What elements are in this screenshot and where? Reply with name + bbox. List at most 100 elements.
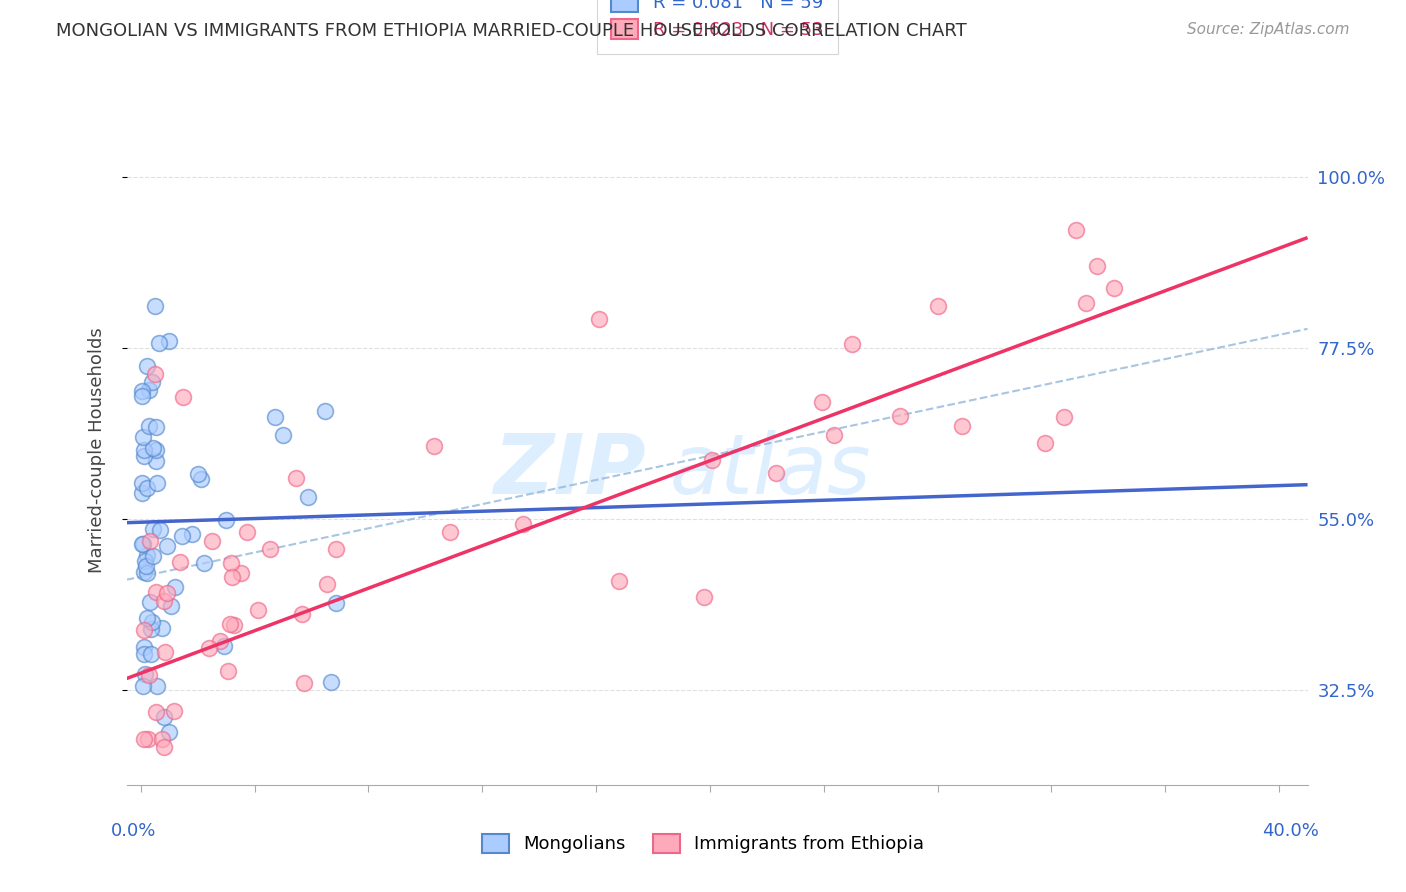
Point [131, 486, 153, 500]
Point [152, 709, 174, 723]
Point [132, 679, 155, 693]
Point [512, 517, 534, 532]
Point [170, 529, 193, 543]
Point [950, 418, 973, 433]
Point [135, 481, 157, 495]
Point [145, 454, 167, 468]
Point [325, 596, 347, 610]
Point [132, 731, 155, 746]
Text: Source: ZipAtlas.com: Source: ZipAtlas.com [1187, 22, 1350, 37]
Point [811, 395, 834, 409]
Point [292, 676, 315, 690]
Point [145, 705, 167, 719]
Point [1087, 259, 1109, 273]
Point [131, 476, 153, 491]
Point [321, 674, 343, 689]
Legend: R = 0.081   N = 59, R = 0.623   N = 53: R = 0.081 N = 59, R = 0.623 N = 53 [596, 0, 838, 54]
Point [150, 621, 173, 635]
Point [271, 427, 294, 442]
Text: MONGOLIAN VS IMMIGRANTS FROM ETHIOPIA MARRIED-COUPLE HOUSEHOLDS CORRELATION CHAR: MONGOLIAN VS IMMIGRANTS FROM ETHIOPIA MA… [56, 22, 967, 40]
Point [180, 527, 202, 541]
Point [316, 577, 339, 591]
Point [325, 541, 347, 556]
Point [131, 537, 153, 551]
Point [139, 647, 162, 661]
Point [765, 467, 787, 481]
Point [141, 375, 163, 389]
Point [692, 590, 714, 604]
Point [136, 359, 159, 374]
Point [927, 299, 949, 313]
Point [138, 419, 160, 434]
Point [142, 549, 165, 564]
Point [153, 594, 176, 608]
Point [222, 618, 245, 632]
Point [139, 533, 162, 548]
Y-axis label: Married-couple Households: Married-couple Households [87, 327, 105, 574]
Point [152, 739, 174, 754]
Point [156, 586, 179, 600]
Point [889, 409, 911, 423]
Point [1102, 281, 1125, 295]
Point [134, 553, 156, 567]
Point [135, 548, 157, 562]
Point [136, 732, 159, 747]
Point [169, 555, 191, 569]
Point [134, 667, 156, 681]
Point [1033, 435, 1056, 450]
Point [132, 640, 155, 654]
Point [141, 622, 163, 636]
Point [1074, 295, 1097, 310]
Point [212, 639, 235, 653]
Point [156, 539, 179, 553]
Point [823, 428, 845, 442]
Point [142, 441, 165, 455]
Point [153, 645, 176, 659]
Point [132, 647, 155, 661]
Point [172, 390, 194, 404]
Point [132, 566, 155, 580]
Point [152, 732, 174, 747]
Point [135, 558, 157, 573]
Point [149, 523, 172, 537]
Text: 0.0%: 0.0% [111, 822, 156, 840]
Point [218, 664, 240, 678]
Point [145, 585, 167, 599]
Point [134, 449, 156, 463]
Point [1053, 410, 1076, 425]
Point [148, 336, 170, 351]
Point [160, 599, 183, 613]
Point [157, 334, 180, 348]
Point [1064, 223, 1087, 237]
Point [231, 566, 253, 581]
Point [841, 337, 863, 351]
Point [297, 490, 319, 504]
Point [221, 570, 243, 584]
Legend: Mongolians, Immigrants from Ethiopia: Mongolians, Immigrants from Ethiopia [474, 826, 932, 861]
Point [209, 633, 232, 648]
Point [131, 537, 153, 551]
Point [145, 442, 167, 457]
Point [145, 419, 167, 434]
Point [285, 471, 308, 485]
Point [139, 595, 162, 609]
Point [588, 312, 610, 326]
Point [264, 410, 287, 425]
Point [142, 522, 165, 536]
Point [214, 513, 236, 527]
Point [131, 388, 153, 402]
Point [163, 705, 186, 719]
Point [134, 443, 156, 458]
Point [136, 611, 159, 625]
Point [193, 556, 215, 570]
Point [132, 430, 155, 444]
Point [246, 603, 269, 617]
Point [236, 525, 259, 540]
Point [143, 368, 166, 382]
Point [132, 623, 155, 637]
Point [145, 476, 167, 491]
Text: 40.0%: 40.0% [1263, 822, 1319, 840]
Point [157, 724, 180, 739]
Text: atlas: atlas [669, 430, 872, 511]
Point [141, 615, 163, 629]
